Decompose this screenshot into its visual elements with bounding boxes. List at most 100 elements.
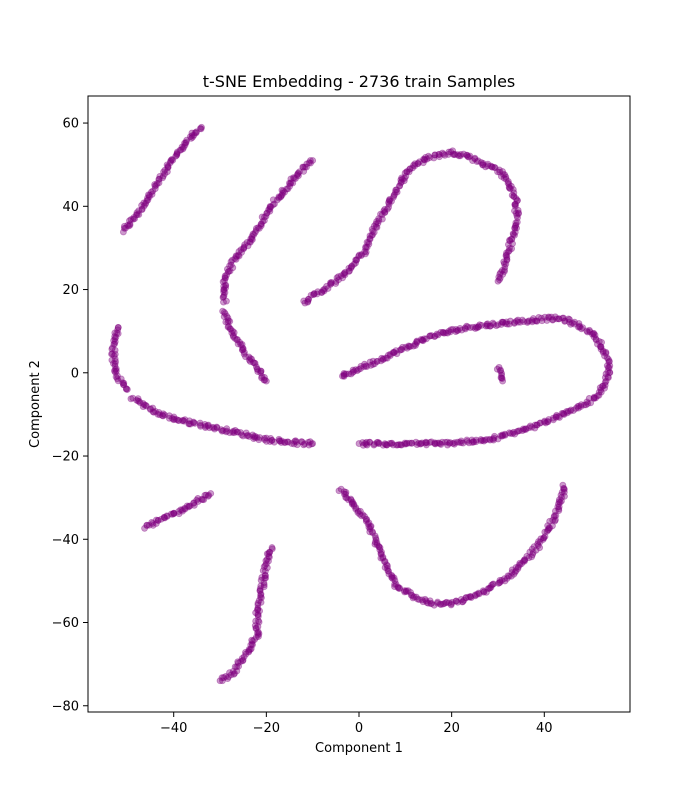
scatter-point <box>490 436 497 444</box>
scatter-point <box>152 516 160 524</box>
scatter-point <box>383 441 391 449</box>
scatter-point <box>584 328 591 336</box>
scatter-point <box>144 194 151 202</box>
scatter-point <box>464 153 472 161</box>
scatter-point <box>512 209 520 217</box>
scatter-point <box>372 223 380 231</box>
scatter-point <box>278 437 285 445</box>
scatter-point <box>229 327 237 335</box>
scatter-point <box>246 238 254 246</box>
scatter-point <box>250 435 258 443</box>
scatter-point <box>460 150 468 158</box>
scatter-point <box>201 424 209 431</box>
scatter-point <box>270 438 278 446</box>
scatter-point <box>603 362 611 370</box>
scatter-point <box>266 205 273 213</box>
scatter-point <box>508 566 516 574</box>
scatter-point <box>494 277 502 285</box>
scatter-point <box>292 438 300 446</box>
scatter-point <box>164 162 172 170</box>
scatter-point <box>172 152 180 160</box>
scatter-point <box>509 430 516 437</box>
scatter-point <box>553 315 561 323</box>
scatter-point <box>254 606 261 614</box>
scatter-point <box>405 168 413 176</box>
scatter-point <box>486 584 494 592</box>
scatter-point <box>413 339 421 346</box>
scatter-point <box>242 650 250 658</box>
scatter-point <box>514 316 522 324</box>
scatter-point <box>284 185 292 193</box>
scatter-point <box>462 594 470 602</box>
scatter-point <box>304 297 312 305</box>
scatter-point <box>286 182 294 190</box>
scatter-point <box>365 238 372 246</box>
scatter-point <box>484 322 491 330</box>
scatter-point <box>449 147 457 155</box>
scatter-point <box>249 637 257 645</box>
scatter-point <box>224 318 232 326</box>
scatter-point <box>447 326 455 334</box>
scatter-point <box>519 427 526 435</box>
scatter-point <box>368 225 376 233</box>
scatter-point <box>369 528 376 536</box>
scatter-point <box>245 648 253 656</box>
scatter-point <box>229 667 237 675</box>
scatter-point <box>413 338 421 346</box>
scatter-point <box>254 611 262 619</box>
scatter-point <box>409 594 417 602</box>
scatter-point <box>384 562 391 570</box>
scatter-point <box>278 191 286 199</box>
scatter-point <box>258 220 265 228</box>
scatter-point <box>259 567 267 575</box>
scatter-point <box>461 324 469 332</box>
scatter-point <box>181 141 189 149</box>
scatter-point <box>475 589 483 597</box>
scatter-point <box>342 490 349 498</box>
scatter-point <box>397 346 405 353</box>
scatter-point <box>238 248 245 256</box>
scatter-point <box>401 169 409 177</box>
scatter-point <box>391 580 398 588</box>
scatter-point <box>473 324 481 332</box>
scatter-point <box>147 188 155 196</box>
scatter-point <box>406 343 414 350</box>
scatter-point <box>375 215 383 223</box>
scatter-point <box>114 324 122 331</box>
scatter-point <box>361 250 369 258</box>
scatter-point <box>119 228 127 236</box>
scatter-point <box>401 439 409 447</box>
x-tick-label: −20 <box>253 721 280 736</box>
scatter-point <box>411 160 419 168</box>
scatter-point <box>390 349 398 357</box>
scatter-point <box>339 274 347 282</box>
chart-title: t-SNE Embedding - 2736 train Samples <box>203 72 516 91</box>
scatter-point <box>359 441 367 449</box>
scatter-point <box>265 557 272 565</box>
scatter-point <box>452 325 460 333</box>
scatter-point <box>503 249 510 257</box>
y-tick-label: −80 <box>52 699 79 714</box>
scatter-point <box>246 646 254 653</box>
scatter-point <box>536 538 544 546</box>
scatter-point <box>390 348 398 356</box>
scatter-point <box>485 584 493 592</box>
scatter-point <box>372 534 380 542</box>
scatter-point <box>276 437 284 445</box>
scatter-point <box>528 318 536 326</box>
scatter-point <box>592 394 599 402</box>
scatter-point <box>559 314 567 322</box>
scatter-point <box>363 363 371 371</box>
scatter-point <box>254 601 262 609</box>
scatter-point <box>394 584 402 592</box>
scatter-point <box>328 278 335 286</box>
scatter-point <box>269 196 277 204</box>
scatter-point <box>529 551 536 559</box>
scatter-point <box>430 154 438 162</box>
scatter-point <box>287 179 295 187</box>
scatter-point <box>240 350 248 358</box>
scatter-point <box>175 416 183 424</box>
scatter-point <box>353 256 361 264</box>
scatter-point <box>355 251 363 259</box>
scatter-point <box>412 342 420 349</box>
